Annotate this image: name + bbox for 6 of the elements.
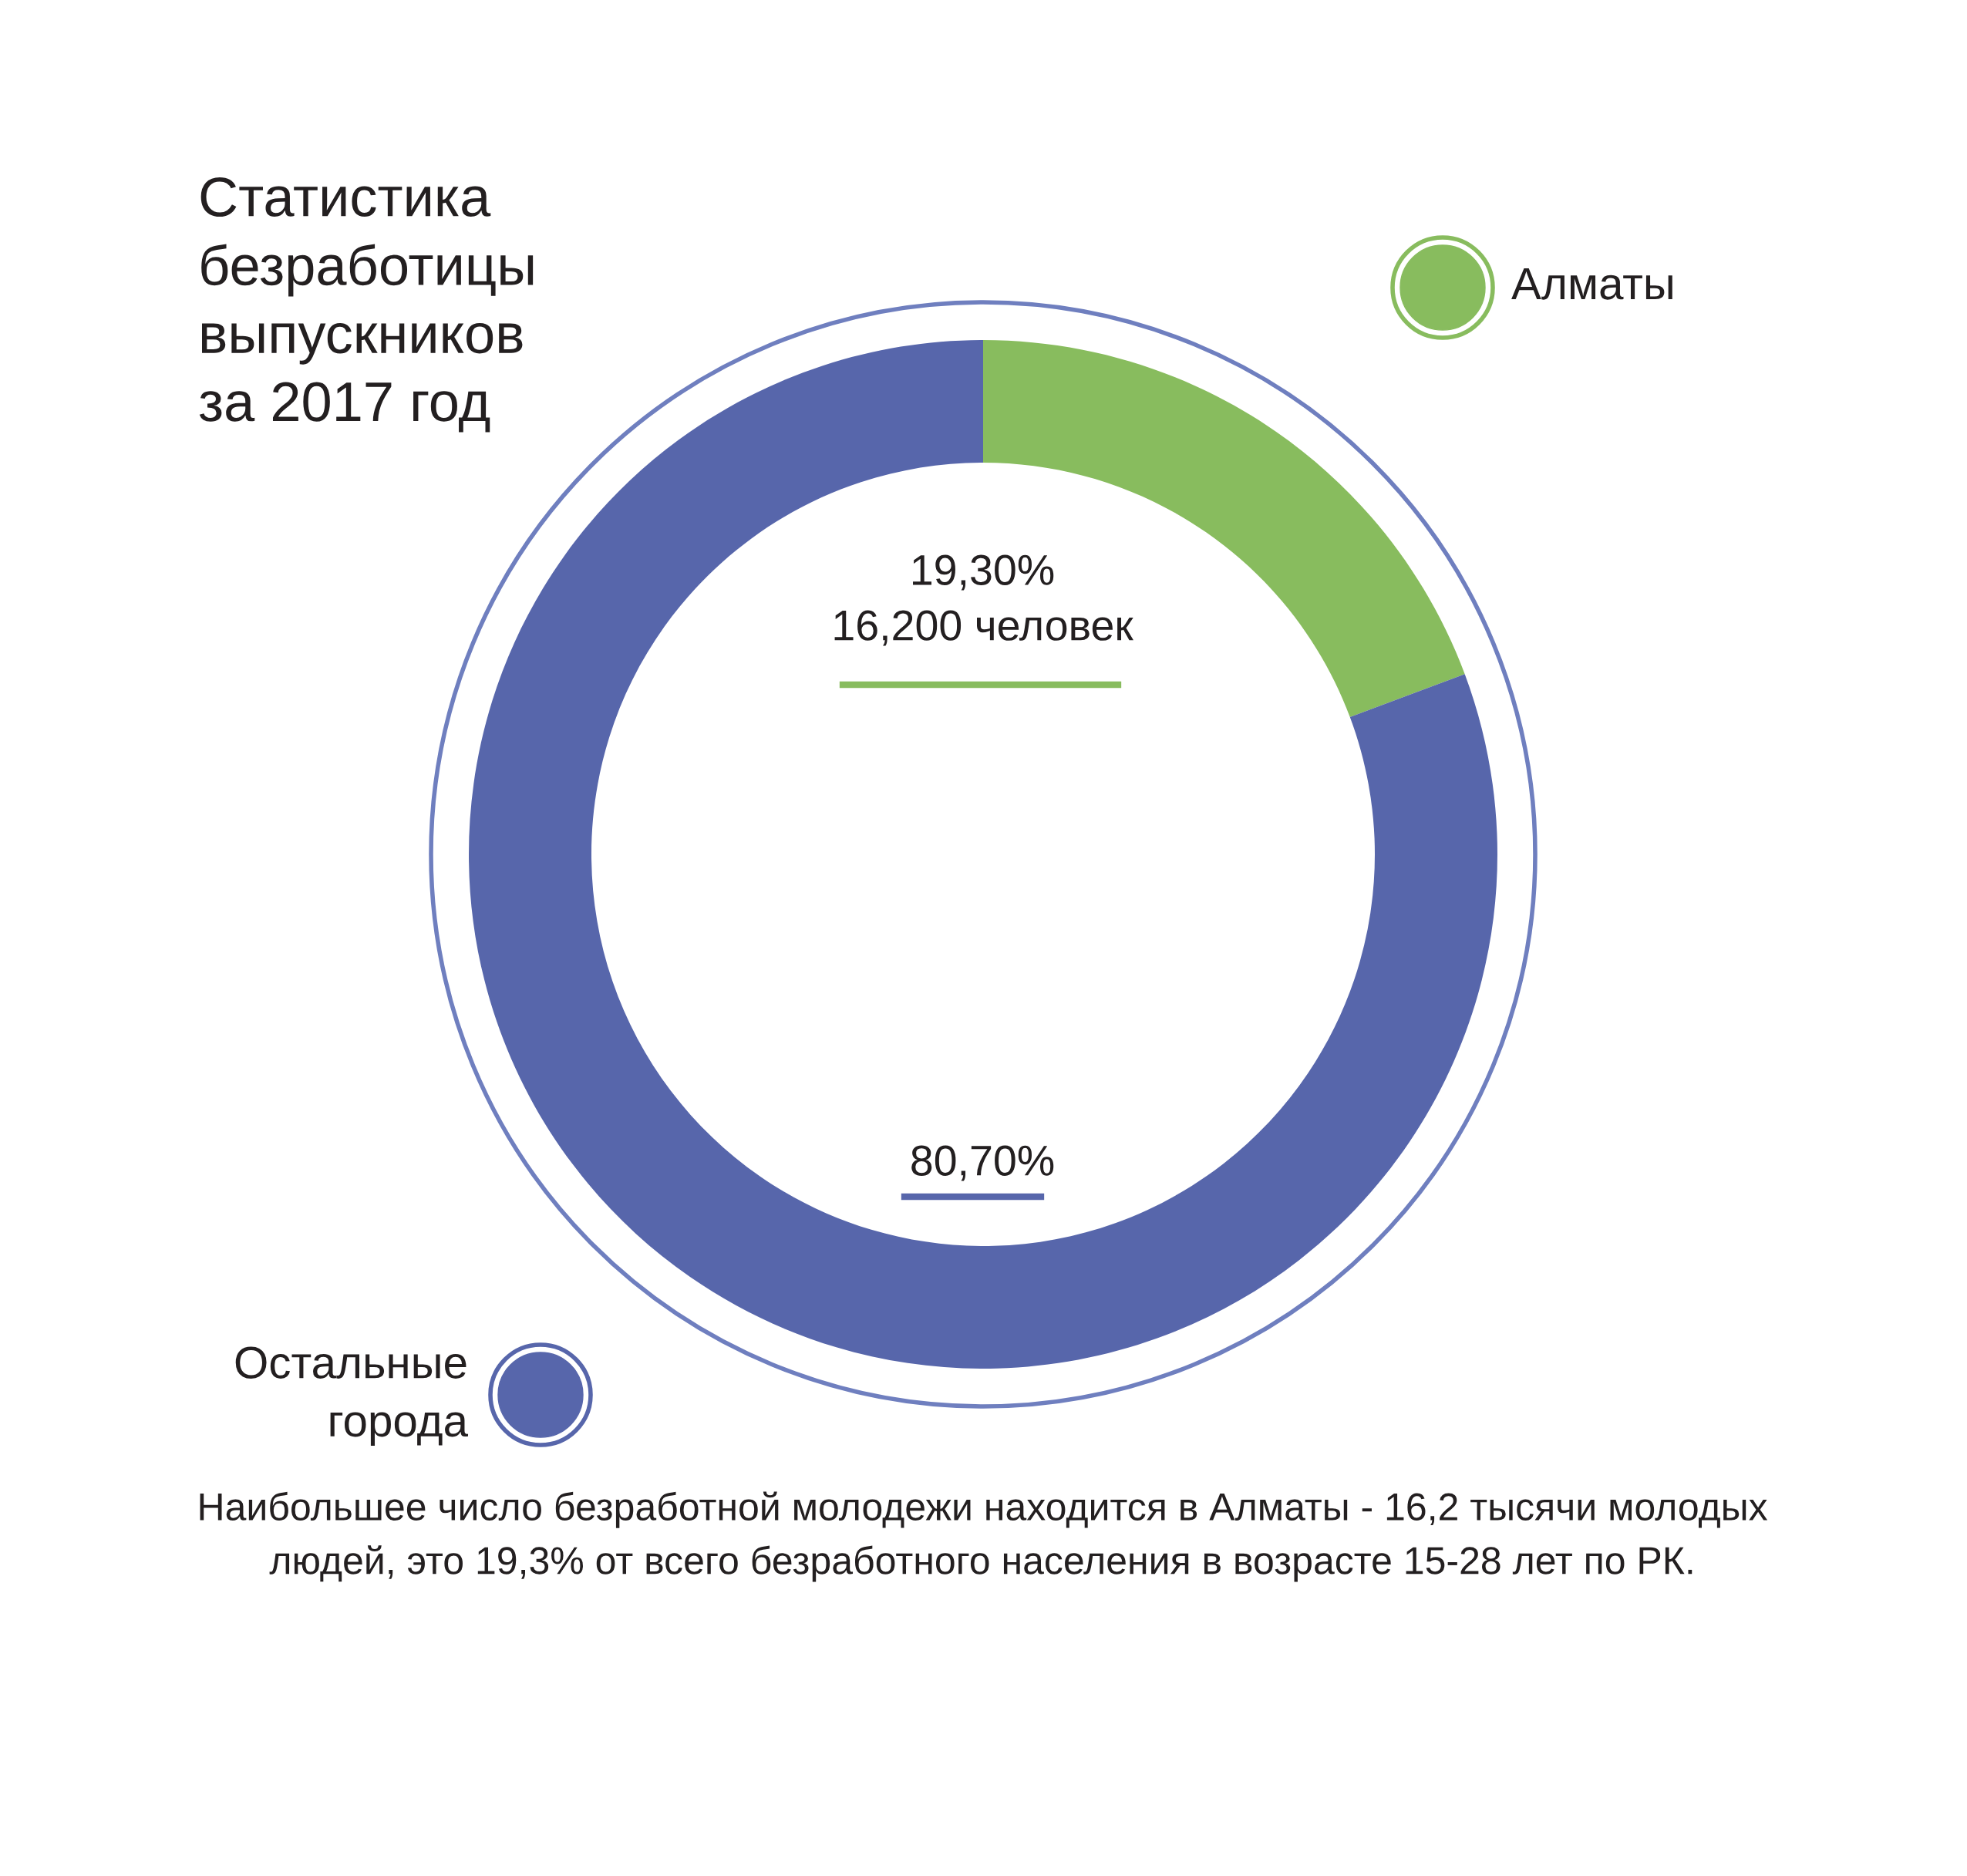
data-label: 80,70% bbox=[911, 1145, 1054, 1181]
text: Статистика безработицы выпускников за 2017 год bbox=[199, 177, 534, 433]
data-label: 19,30% 16,200 человек bbox=[834, 554, 1133, 646]
text: Наибольшее число безработной молодежи находится в Алматы - 16,2 тысячи молодых людей, это 19,3% от всего безработного населения в возрасте 15-28 лет по РК. bbox=[200, 1491, 1768, 1582]
legend-label: Алматы bbox=[1511, 268, 1672, 300]
slice-label: Остальные города bbox=[235, 1346, 469, 1446]
